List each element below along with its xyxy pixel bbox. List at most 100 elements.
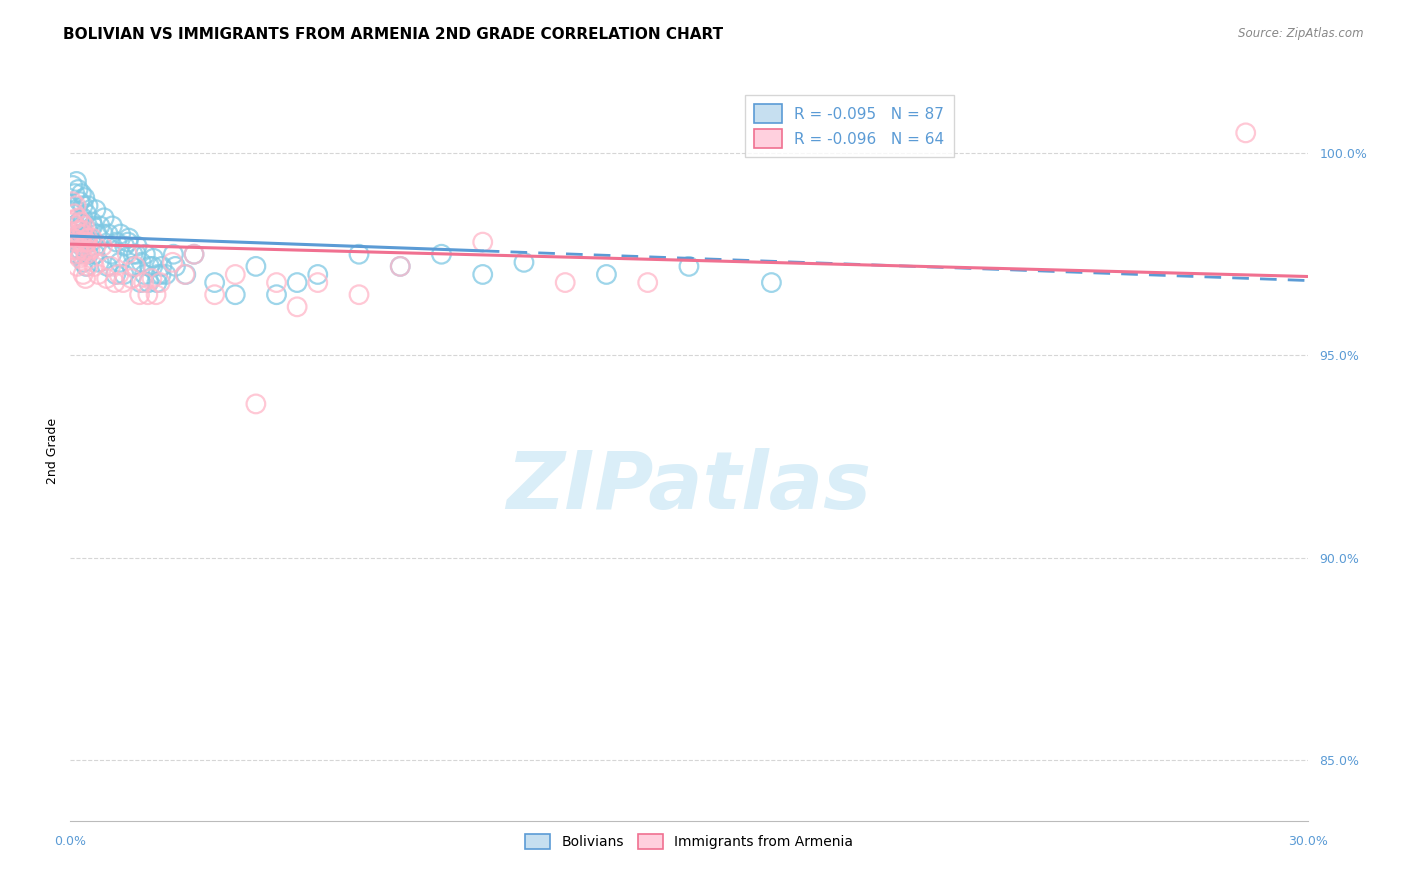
- Point: [471, 235, 494, 249]
- Point: [142, 260, 165, 274]
- Point: [73, 191, 96, 205]
- Point: [122, 247, 145, 261]
- Point: [62, 219, 84, 233]
- Point: [430, 247, 453, 261]
- Point: [162, 255, 184, 269]
- Point: [67, 215, 90, 229]
- Point: [108, 268, 131, 282]
- Point: [77, 199, 100, 213]
- Point: [138, 260, 160, 274]
- Point: [73, 227, 96, 241]
- Point: [101, 219, 124, 233]
- Point: [62, 231, 84, 245]
- Point: [84, 202, 107, 217]
- Text: ZIPatlas: ZIPatlas: [506, 449, 872, 526]
- Point: [65, 199, 87, 213]
- Point: [108, 255, 131, 269]
- Point: [307, 268, 329, 282]
- Point: [80, 215, 103, 229]
- Point: [145, 287, 167, 301]
- Point: [112, 276, 135, 290]
- Point: [245, 397, 267, 411]
- Point: [1234, 126, 1257, 140]
- Point: [76, 231, 98, 245]
- Point: [63, 231, 86, 245]
- Point: [96, 260, 118, 274]
- Point: [93, 211, 115, 225]
- Point: [125, 247, 148, 261]
- Point: [77, 247, 100, 261]
- Point: [72, 199, 94, 213]
- Point: [60, 215, 83, 229]
- Point: [97, 227, 120, 241]
- Point: [117, 235, 139, 249]
- Point: [77, 260, 100, 274]
- Point: [389, 260, 412, 274]
- Point: [110, 227, 132, 241]
- Point: [155, 268, 177, 282]
- Point: [129, 255, 152, 269]
- Point: [224, 287, 246, 301]
- Point: [60, 207, 83, 221]
- Point: [146, 268, 169, 282]
- Point: [595, 268, 617, 282]
- Point: [67, 227, 90, 241]
- Point: [87, 268, 110, 282]
- Point: [69, 235, 91, 249]
- Point: [121, 260, 143, 274]
- Point: [678, 260, 700, 274]
- Point: [285, 300, 308, 314]
- Point: [89, 255, 111, 269]
- Point: [82, 231, 104, 245]
- Point: [70, 215, 93, 229]
- Point: [118, 231, 141, 245]
- Point: [72, 223, 94, 237]
- Point: [307, 276, 329, 290]
- Point: [183, 247, 205, 261]
- Point: [67, 231, 90, 245]
- Point: [100, 260, 122, 274]
- Point: [75, 247, 97, 261]
- Point: [224, 268, 246, 282]
- Point: [79, 243, 101, 257]
- Point: [266, 287, 288, 301]
- Point: [471, 268, 494, 282]
- Point: [82, 219, 104, 233]
- Point: [84, 239, 107, 253]
- Point: [70, 186, 93, 201]
- Point: [75, 271, 97, 285]
- Point: [347, 247, 370, 261]
- Point: [150, 268, 173, 282]
- Point: [245, 260, 267, 274]
- Y-axis label: 2nd Grade: 2nd Grade: [46, 417, 59, 483]
- Point: [63, 186, 86, 201]
- Point: [72, 227, 94, 241]
- Point: [66, 223, 89, 237]
- Point: [63, 219, 86, 233]
- Point: [63, 243, 86, 257]
- Point: [162, 247, 184, 261]
- Point: [70, 239, 93, 253]
- Point: [91, 227, 114, 241]
- Point: [67, 243, 90, 257]
- Point: [115, 247, 138, 261]
- Point: [65, 247, 87, 261]
- Point: [65, 202, 87, 217]
- Point: [84, 247, 107, 261]
- Point: [120, 271, 142, 285]
- Point: [96, 271, 118, 285]
- Point: [389, 260, 412, 274]
- Point: [105, 235, 128, 249]
- Point: [72, 211, 94, 225]
- Point: [637, 276, 659, 290]
- Point: [134, 268, 156, 282]
- Point: [89, 219, 111, 233]
- Point: [75, 231, 97, 245]
- Point: [100, 247, 122, 261]
- Point: [69, 194, 91, 209]
- Point: [65, 235, 87, 249]
- Point: [128, 287, 150, 301]
- Point: [76, 235, 98, 249]
- Point: [174, 268, 197, 282]
- Point: [73, 239, 96, 253]
